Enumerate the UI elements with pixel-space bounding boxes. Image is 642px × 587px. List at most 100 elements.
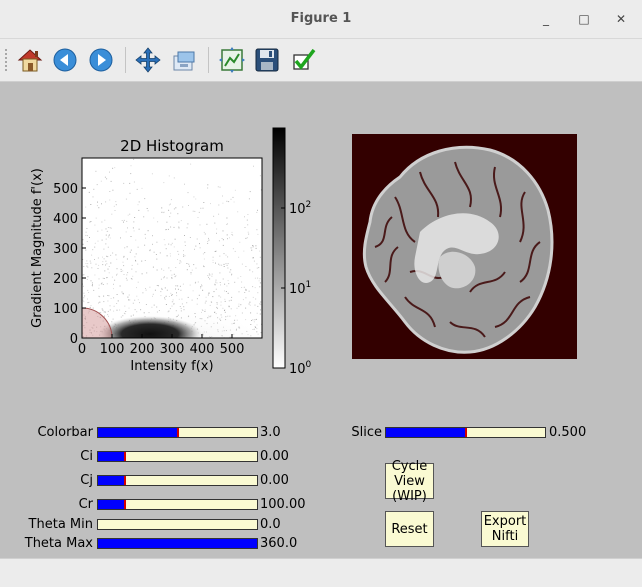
theta-max-slider[interactable] <box>97 538 258 549</box>
check-icon[interactable] <box>290 46 318 74</box>
noise-dot <box>95 217 97 219</box>
slice-slider[interactable] <box>385 427 546 438</box>
noise-dot <box>82 243 84 245</box>
ci-slider-handle[interactable] <box>124 452 127 461</box>
noise-dot <box>125 198 127 200</box>
noise-dot <box>106 178 108 180</box>
histogram-xlabel: Intensity f(x) <box>130 359 213 374</box>
noise-dot <box>177 213 179 215</box>
zoom-icon[interactable] <box>170 46 198 74</box>
cr-slider[interactable] <box>97 499 258 510</box>
noise-dot <box>257 233 259 235</box>
slice-value: 0.500 <box>549 425 587 440</box>
noise-dot <box>105 228 107 230</box>
noise-dot <box>112 189 114 191</box>
selection-circle[interactable] <box>52 307 113 368</box>
noise-dot <box>101 221 103 223</box>
slice-slider-handle[interactable] <box>464 428 467 437</box>
x-tick-label: 400 <box>190 342 215 357</box>
noise-dot <box>101 239 103 241</box>
noise-dot <box>257 209 258 211</box>
noise-dot <box>97 230 99 232</box>
save-icon[interactable] <box>253 46 281 74</box>
colorbar-slider-fill <box>98 428 178 437</box>
heatmap <box>52 158 262 368</box>
noise-dot <box>107 230 109 232</box>
noise-dot <box>247 231 249 233</box>
noise-dot <box>219 186 221 188</box>
figure-canvas: 2D Histogram Intensity f(x) Gradient Mag… <box>0 82 642 558</box>
close-button[interactable]: ✕ <box>615 12 627 26</box>
noise-dot <box>237 211 239 213</box>
noise-dot <box>108 234 110 235</box>
colorbar-label: Colorbar <box>37 425 93 440</box>
cycle-view-button[interactable]: Cycle View (WIP) <box>385 459 434 504</box>
noise-dot <box>248 233 250 235</box>
noise-dot <box>110 227 112 229</box>
cr-label: Cr <box>78 497 93 512</box>
cr-slider-handle[interactable] <box>124 500 127 509</box>
cj-label: Cj <box>80 473 93 488</box>
reset-button[interactable]: Reset <box>385 511 434 547</box>
minimize-button[interactable]: _ <box>543 12 549 26</box>
noise-dot <box>230 198 232 200</box>
colorbar-slider-handle[interactable] <box>176 428 179 437</box>
colorbar[interactable] <box>272 127 286 369</box>
noise-dot <box>207 187 209 189</box>
noise-dot <box>248 198 250 200</box>
noise-dot <box>246 219 248 221</box>
histogram-figure: 2D Histogram Intensity f(x) Gradient Mag… <box>30 127 577 377</box>
noise-dot <box>202 207 204 209</box>
theta-max-slider-fill <box>98 539 257 548</box>
noise-dot <box>168 175 170 177</box>
noise-dot <box>109 171 110 173</box>
configure-subplots-icon[interactable] <box>218 46 246 74</box>
x-tick-label: 100 <box>100 342 125 357</box>
noise-dot <box>173 208 175 210</box>
noise-dot <box>121 220 123 221</box>
noise-dot <box>253 165 254 167</box>
noise-dot <box>104 219 106 221</box>
ci-slider[interactable] <box>97 451 258 462</box>
forward-icon[interactable] <box>87 46 115 74</box>
noise-dot <box>222 202 224 204</box>
noise-dot <box>218 204 220 206</box>
colorbar-slider[interactable] <box>97 427 258 438</box>
colorbar-tick-label: 102 <box>289 200 311 217</box>
noise-dot <box>194 210 196 212</box>
cj-slider[interactable] <box>97 475 258 486</box>
export-nifti-button[interactable]: Export Nifti <box>481 511 529 547</box>
noise-dot <box>129 192 131 194</box>
noise-dot <box>244 227 246 228</box>
pan-icon[interactable] <box>134 46 162 74</box>
noise-dot <box>144 198 146 200</box>
noise-dot <box>170 199 172 201</box>
noise-dot <box>90 221 92 222</box>
noise-dot <box>93 188 95 190</box>
noise-dot <box>127 214 129 216</box>
histogram-title: 2D Histogram <box>120 137 224 155</box>
noise-dot <box>256 229 258 231</box>
noise-dot <box>226 200 228 202</box>
noise-dot <box>233 201 235 203</box>
noise-dot <box>260 189 262 191</box>
noise-dot <box>190 163 192 165</box>
noise-dot <box>85 249 87 251</box>
cj-slider-handle[interactable] <box>124 476 127 485</box>
noise-dot <box>161 207 163 209</box>
noise-dot <box>170 212 172 214</box>
noise-dot <box>143 216 145 218</box>
toolbar-grip[interactable] <box>5 49 9 71</box>
maximize-button[interactable]: □ <box>578 12 590 26</box>
cj-value: 0.00 <box>260 473 289 488</box>
back-icon[interactable] <box>51 46 79 74</box>
noise-dot <box>163 212 165 214</box>
noise-dot <box>86 228 88 229</box>
colorbar-tick-label: 101 <box>289 280 311 297</box>
noise-dot <box>90 204 92 205</box>
brain-slice-image[interactable] <box>352 134 577 359</box>
noise-dot <box>168 204 170 206</box>
theta-min-slider[interactable] <box>97 519 258 530</box>
home-icon[interactable] <box>16 46 44 74</box>
theta-min-value: 0.0 <box>260 517 281 532</box>
